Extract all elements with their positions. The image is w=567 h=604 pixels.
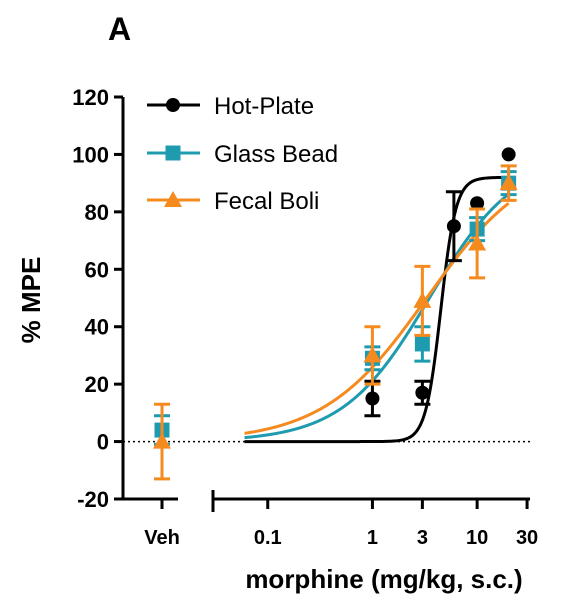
y-tick-label: 20	[85, 372, 109, 397]
y-tick-label: 80	[85, 200, 109, 225]
x-tick-label-vehicle: Veh	[144, 527, 180, 549]
x-tick-label: 10	[466, 527, 488, 549]
y-tick-label: 40	[85, 315, 109, 340]
y-tick-label: 60	[85, 257, 109, 282]
plot-area: -20 0 20 40 60 80 100 120 0.1 1 3 10 30 Hot-Plate Glas…	[72, 85, 538, 549]
data-point-fecal-boli	[499, 174, 518, 191]
data-point-hot-plate	[446, 219, 461, 234]
fit-curve-hot-plate	[244, 175, 509, 444]
data-point-fecal-boli	[153, 432, 171, 449]
y-axis-title: % MPE	[16, 257, 46, 344]
x-tick-label: 0.1	[254, 527, 282, 549]
data-point-glass-bead	[414, 336, 430, 352]
x-tick-label: 1	[367, 527, 378, 549]
x-tick-label: 3	[417, 527, 428, 549]
data-point-fecal-boli	[468, 234, 487, 251]
data-point-hot-plate	[501, 147, 516, 162]
y-tick-label: 0	[97, 430, 109, 455]
data-point-fecal-boli	[363, 346, 382, 363]
y-tick-label: 120	[72, 85, 109, 110]
x-tick-label: 30	[516, 527, 538, 549]
legend-label-glass-bead: Glass Bead	[214, 141, 338, 168]
data-point-hot-plate	[365, 391, 380, 406]
legend-marker-glass-bead	[165, 145, 181, 161]
data-point-fecal-boli	[413, 291, 432, 308]
fit-curve-glass-bead	[244, 192, 510, 440]
data-point-hot-plate	[470, 196, 485, 211]
legend-label-fecal-boli: Fecal Boli	[214, 188, 319, 215]
panel-label: A	[108, 11, 131, 47]
legend-marker-fecal-boli	[164, 191, 182, 207]
y-tick-label: 100	[72, 142, 109, 167]
x-axis-title: morphine (mg/kg, s.c.)	[245, 564, 522, 594]
data-point-hot-plate	[415, 385, 430, 400]
legend-label-hot-plate: Hot-Plate	[214, 93, 314, 120]
y-tick-label: -20	[77, 487, 109, 512]
legend-marker-hot-plate	[166, 98, 180, 112]
